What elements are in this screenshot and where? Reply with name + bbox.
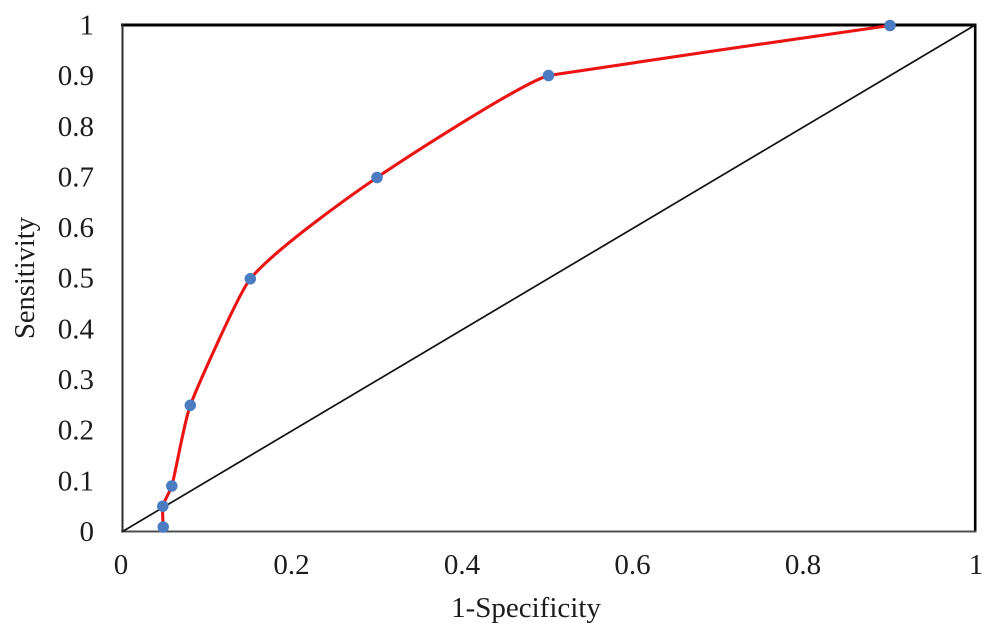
svg-text:1: 1 — [80, 10, 95, 42]
svg-text:0: 0 — [114, 549, 129, 581]
svg-text:0.8: 0.8 — [785, 549, 821, 581]
svg-text:1-Specificity: 1-Specificity — [451, 592, 601, 624]
svg-text:0.6: 0.6 — [58, 212, 94, 244]
svg-text:0.3: 0.3 — [58, 364, 94, 396]
svg-text:1: 1 — [969, 549, 984, 581]
svg-text:0.8: 0.8 — [58, 111, 94, 143]
svg-text:0.6: 0.6 — [614, 549, 650, 581]
svg-text:0.9: 0.9 — [58, 60, 94, 92]
svg-text:0.7: 0.7 — [58, 161, 94, 193]
svg-text:0: 0 — [80, 516, 95, 548]
svg-text:0.2: 0.2 — [58, 415, 94, 447]
svg-text:0.2: 0.2 — [273, 549, 309, 581]
svg-text:0.1: 0.1 — [58, 465, 94, 497]
svg-text:0.4: 0.4 — [444, 549, 481, 581]
svg-text:0.4: 0.4 — [58, 313, 95, 345]
svg-text:0.5: 0.5 — [58, 263, 94, 295]
svg-text:Sensitivity: Sensitivity — [10, 216, 41, 339]
